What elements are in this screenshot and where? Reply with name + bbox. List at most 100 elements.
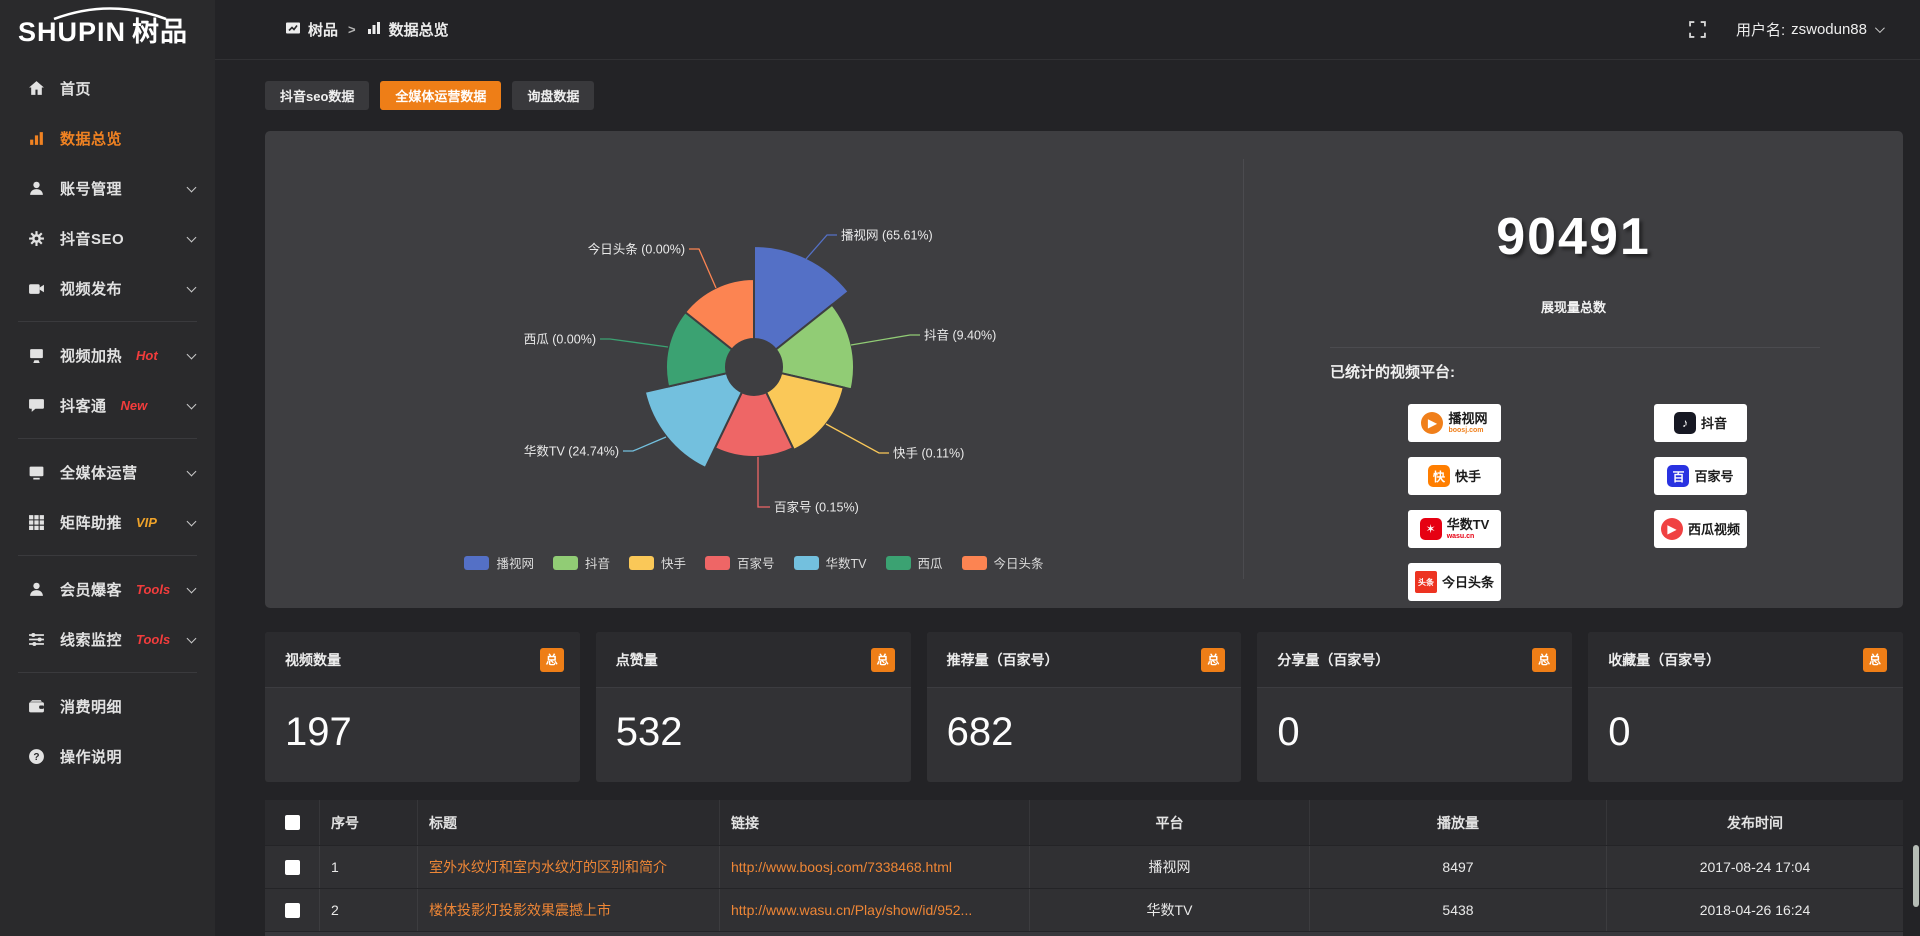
pie-slice-西瓜[interactable] [665, 310, 734, 388]
pie-slice-华数TV[interactable] [643, 372, 744, 470]
stat-card-value: 682 [946, 710, 1014, 754]
col-header: 平台 [1030, 800, 1310, 845]
user-icon [28, 180, 45, 197]
legend-item-快手[interactable]: 快手 [628, 553, 686, 572]
username: zswodun88 [1791, 21, 1867, 38]
total-badge[interactable]: 总 [870, 647, 895, 672]
platform-name: 快手 [1454, 468, 1481, 484]
total-badge[interactable]: 总 [1862, 647, 1887, 672]
cell-title[interactable]: 室外水纹灯和室内水纹灯的区别和简介 [418, 846, 720, 888]
legend-item-华数TV[interactable]: 华数TV [793, 553, 867, 572]
sidebar-nav: 首页 数据总览账号管理抖音SEO 视频发布视频加热 Hot 抖客通 New 全媒体运营 矩阵助… [0, 63, 215, 781]
cell-platform: 华数TV [1030, 889, 1310, 931]
screen-play-icon [28, 347, 45, 364]
platform-name: 百家号 [1694, 468, 1734, 484]
stat-card-1: 点赞量 总 532 [595, 632, 911, 782]
total-badge[interactable]: 总 [539, 647, 564, 672]
stat-card-0: 视频数量 总 197 [265, 632, 580, 782]
platform-icon: ▶ [1660, 518, 1683, 540]
legend-label: 今日头条 [993, 557, 1044, 571]
gear-icon [28, 230, 45, 247]
cell-title[interactable]: 楼体投影灯投影效果震撼上市 [418, 889, 720, 931]
pie-slice-抖音[interactable] [774, 303, 855, 391]
sidebar-item-0[interactable]: 首页 [0, 63, 215, 113]
sidebar-item-10[interactable]: 线索监控 Tools [0, 614, 215, 664]
user-menu[interactable]: 用户名: zswodun88 [1735, 19, 1885, 40]
cell-link[interactable]: http://www.boosj.com/7338468.html [720, 846, 1030, 888]
monitor-icon [28, 464, 45, 481]
total-badge[interactable]: 总 [1532, 647, 1557, 672]
sidebar-divider [18, 438, 197, 439]
breadcrumb-item-current[interactable]: 数据总览 [366, 19, 449, 40]
pie-slice-播视网[interactable] [753, 244, 851, 351]
scrollbar-thumb[interactable] [1913, 845, 1919, 907]
sidebar-item-7[interactable]: 全媒体运营 [0, 447, 215, 497]
sidebar-item-label: 抖客通 [60, 397, 107, 415]
legend-item-今日头条[interactable]: 今日头条 [961, 553, 1044, 572]
pie-label: 抖音 (9.40%) [924, 327, 996, 342]
select-all-checkbox[interactable] [284, 815, 300, 830]
pie-slice-今日头条[interactable] [683, 277, 755, 351]
row-checkbox[interactable] [284, 902, 300, 918]
sidebar-item-8[interactable]: 矩阵助推 VIP [0, 497, 215, 547]
legend-item-百家号[interactable]: 百家号 [705, 553, 775, 572]
sidebar-item-12[interactable]: ? 操作说明 [0, 731, 215, 781]
col-header: 发布时间 [1727, 814, 1783, 831]
username-prefix: 用户名: [1735, 22, 1786, 39]
breadcrumb-item-home[interactable]: 树品 [285, 19, 338, 40]
sidebar-item-badge: New [120, 397, 148, 413]
legend-label: 播视网 [496, 557, 534, 571]
tab-1[interactable]: 全媒体运营数据 [380, 81, 502, 110]
col-header: 标题 [418, 800, 720, 845]
legend-swatch [552, 555, 578, 570]
total-badge[interactable]: 总 [1201, 647, 1226, 672]
platform-name: 今日头条 [1441, 574, 1494, 590]
chevron-down-icon [186, 182, 197, 193]
pie-label: 百家号 (0.15%) [774, 499, 859, 514]
cell-link[interactable]: http://www.wasu.cn/Play/show/id/952... [720, 889, 1030, 931]
sidebar-item-11[interactable]: 消费明细 [0, 681, 215, 731]
platform-icon: ✶ [1419, 518, 1442, 540]
sidebar-item-9[interactable]: 会员爆客 Tools [0, 564, 215, 614]
sidebar-item-3[interactable]: 抖音SEO [0, 213, 215, 263]
tab-2[interactable]: 询盘数据 [512, 81, 595, 110]
breadcrumb-separator: > [348, 22, 356, 37]
sidebar-item-6[interactable]: 抖客通 New [0, 380, 215, 430]
legend-item-播视网[interactable]: 播视网 [464, 553, 534, 572]
platform-name: 抖音 [1700, 415, 1727, 431]
platform-name: 播视网 [1448, 411, 1488, 426]
wallet-icon [28, 698, 45, 715]
legend-label: 西瓜 [917, 557, 943, 571]
cell-time: 2017-08-24 17:04 [1699, 859, 1811, 875]
grid-icon [28, 514, 45, 531]
total-impressions-label: 展现量总数 [1540, 300, 1606, 315]
legend-swatch [628, 555, 654, 570]
platform-logo-华数TV: ✶ 华数TV wasu.cn [1408, 510, 1501, 548]
pie-label-line [825, 423, 889, 454]
stat-card-value: 0 [1277, 710, 1300, 754]
legend-item-抖音[interactable]: 抖音 [552, 553, 610, 572]
platform-icon: ♪ [1673, 412, 1696, 434]
help-icon: ? [28, 748, 45, 765]
chevron-down-icon [186, 232, 197, 243]
row-checkbox[interactable] [284, 859, 300, 875]
legend-label: 百家号 [737, 557, 775, 571]
sidebar-item-1[interactable]: 数据总览 [0, 113, 215, 163]
platform-logo-今日头条: 头条 今日头条 [1408, 563, 1501, 601]
video-icon [28, 280, 45, 297]
stat-card-title: 收藏量（百家号） [1608, 651, 1721, 668]
logo-arc [53, 7, 167, 20]
sidebar-item-2[interactable]: 账号管理 [0, 163, 215, 213]
chevron-down-icon [186, 282, 197, 293]
total-impressions-value: 90491 [1496, 208, 1651, 266]
sidebar-item-5[interactable]: 视频加热 Hot [0, 330, 215, 380]
sidebar-item-4[interactable]: 视频发布 [0, 263, 215, 313]
sidebar-item-label: 账号管理 [60, 180, 123, 198]
stat-card-title: 分享量（百家号） [1277, 651, 1390, 668]
platform-name: 西瓜视频 [1687, 521, 1740, 537]
platform-logo-西瓜视频: ▶ 西瓜视频 [1654, 510, 1747, 548]
legend-item-西瓜[interactable]: 西瓜 [885, 553, 943, 572]
platform-subtext: boosj.com [1448, 427, 1484, 434]
fullscreen-icon[interactable] [1689, 21, 1706, 38]
tab-0[interactable]: 抖音seo数据 [265, 81, 370, 110]
